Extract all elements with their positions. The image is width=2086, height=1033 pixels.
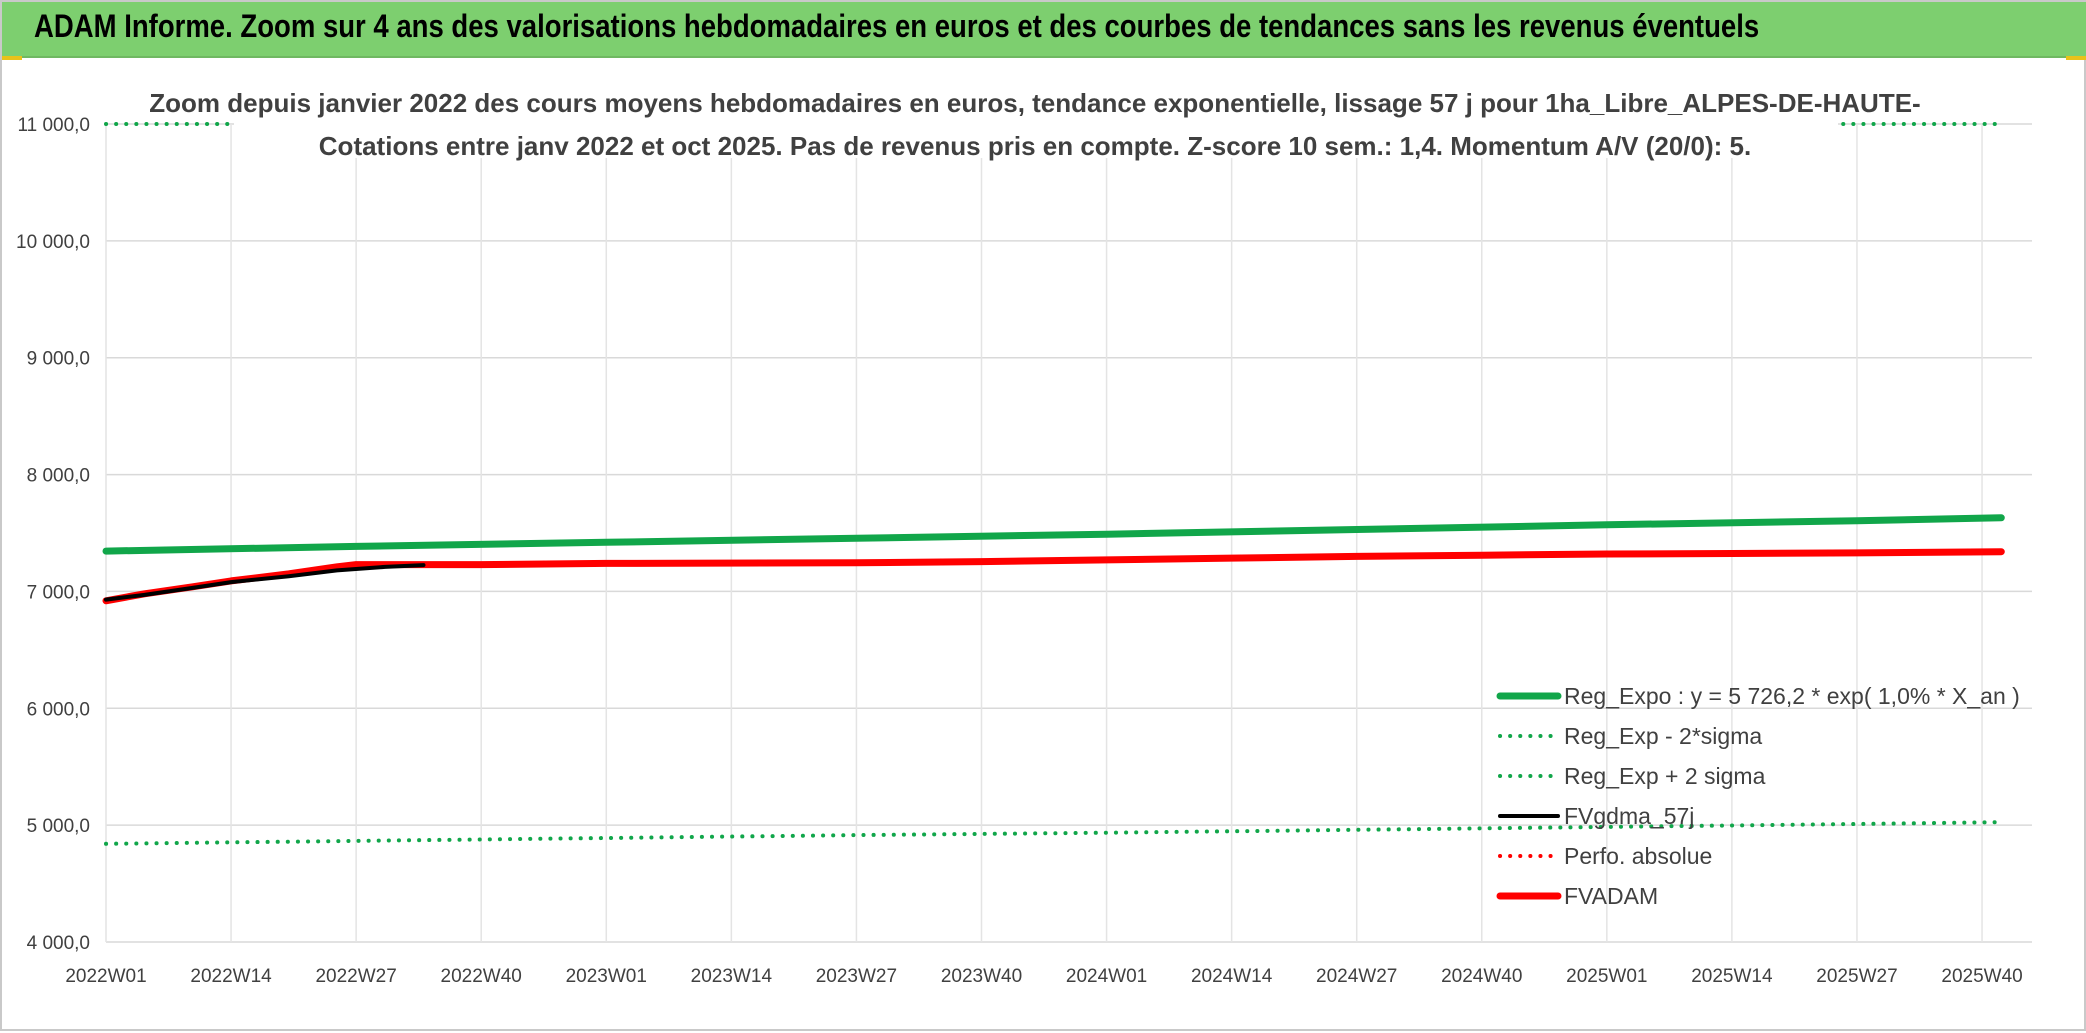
y-tick-label: 10 000,0 — [16, 232, 90, 253]
legend-label: Perfo. absolue — [1564, 843, 1712, 869]
y-tick-label: 8 000,0 — [27, 466, 90, 487]
x-tick-label: 2022W40 — [441, 966, 522, 987]
y-tick-label: 9 000,0 — [27, 349, 90, 370]
x-tick-label: 2025W27 — [1816, 966, 1897, 987]
x-tick-label: 2025W40 — [1941, 966, 2022, 987]
y-tick-label: 4 000,0 — [27, 933, 90, 954]
series-line-5 — [102, 548, 2005, 605]
x-tick-label: 2025W14 — [1691, 966, 1773, 987]
chart-subtitle: Cotations entre janv 2022 et oct 2025. P… — [319, 131, 1751, 161]
series-line-1 — [104, 820, 2004, 846]
x-tick-label: 2023W01 — [566, 966, 647, 987]
legend: Reg_Expo : y = 5 726,2 * exp( 1,0% * X_a… — [1496, 683, 2020, 909]
x-tick-label: 2023W40 — [941, 966, 1022, 987]
x-tick-label: 2022W27 — [315, 966, 396, 987]
x-tick-label: 2022W14 — [190, 966, 272, 987]
corner-mark-right — [2066, 56, 2086, 60]
legend-label: Reg_Exp + 2 sigma — [1564, 763, 1766, 789]
y-tick-label: 11 000,0 — [17, 115, 90, 136]
page-title: ADAM Informe. Zoom sur 4 ans des valoris… — [34, 8, 1760, 44]
legend-label: FVADAM — [1564, 883, 1658, 909]
legend-label: Reg_Exp - 2*sigma — [1564, 723, 1762, 749]
x-axis-ticks: 2022W01 2022W14 2022W27 2022W40 2023W01 2023W… — [65, 966, 2022, 987]
x-tick-label: 2025W01 — [1566, 966, 1647, 987]
header-banner: ADAM Informe. Zoom sur 4 ans des valoris… — [2, 2, 2086, 58]
x-tick-label: 2024W40 — [1441, 966, 1522, 987]
y-tick-label: 5 000,0 — [27, 816, 90, 837]
chart-title: Zoom depuis janvier 2022 des cours moyen… — [149, 88, 1920, 118]
x-tick-label: 2024W01 — [1066, 966, 1147, 987]
title-background — [234, 72, 1838, 158]
x-tick-label: 2023W14 — [691, 966, 773, 987]
legend-label: Reg_Expo : y = 5 726,2 * exp( 1,0% * X_a… — [1564, 683, 2020, 709]
x-tick-label: 2024W14 — [1191, 966, 1273, 987]
series-line-0 — [102, 514, 2005, 555]
corner-mark-left — [2, 56, 22, 60]
y-axis-ticks: 4 000,0 5 000,0 6 000,0 7 000,0 8 000,0 9 000… — [16, 115, 90, 954]
legend-label: FVgdma_57j — [1564, 803, 1694, 829]
y-tick-label: 6 000,0 — [27, 699, 90, 720]
x-tick-label: 2024W27 — [1316, 966, 1397, 987]
series-line-3 — [104, 563, 426, 602]
y-tick-label: 7 000,0 — [27, 582, 90, 603]
x-tick-label: 2023W27 — [816, 966, 897, 987]
x-tick-label: 2022W01 — [65, 966, 146, 987]
